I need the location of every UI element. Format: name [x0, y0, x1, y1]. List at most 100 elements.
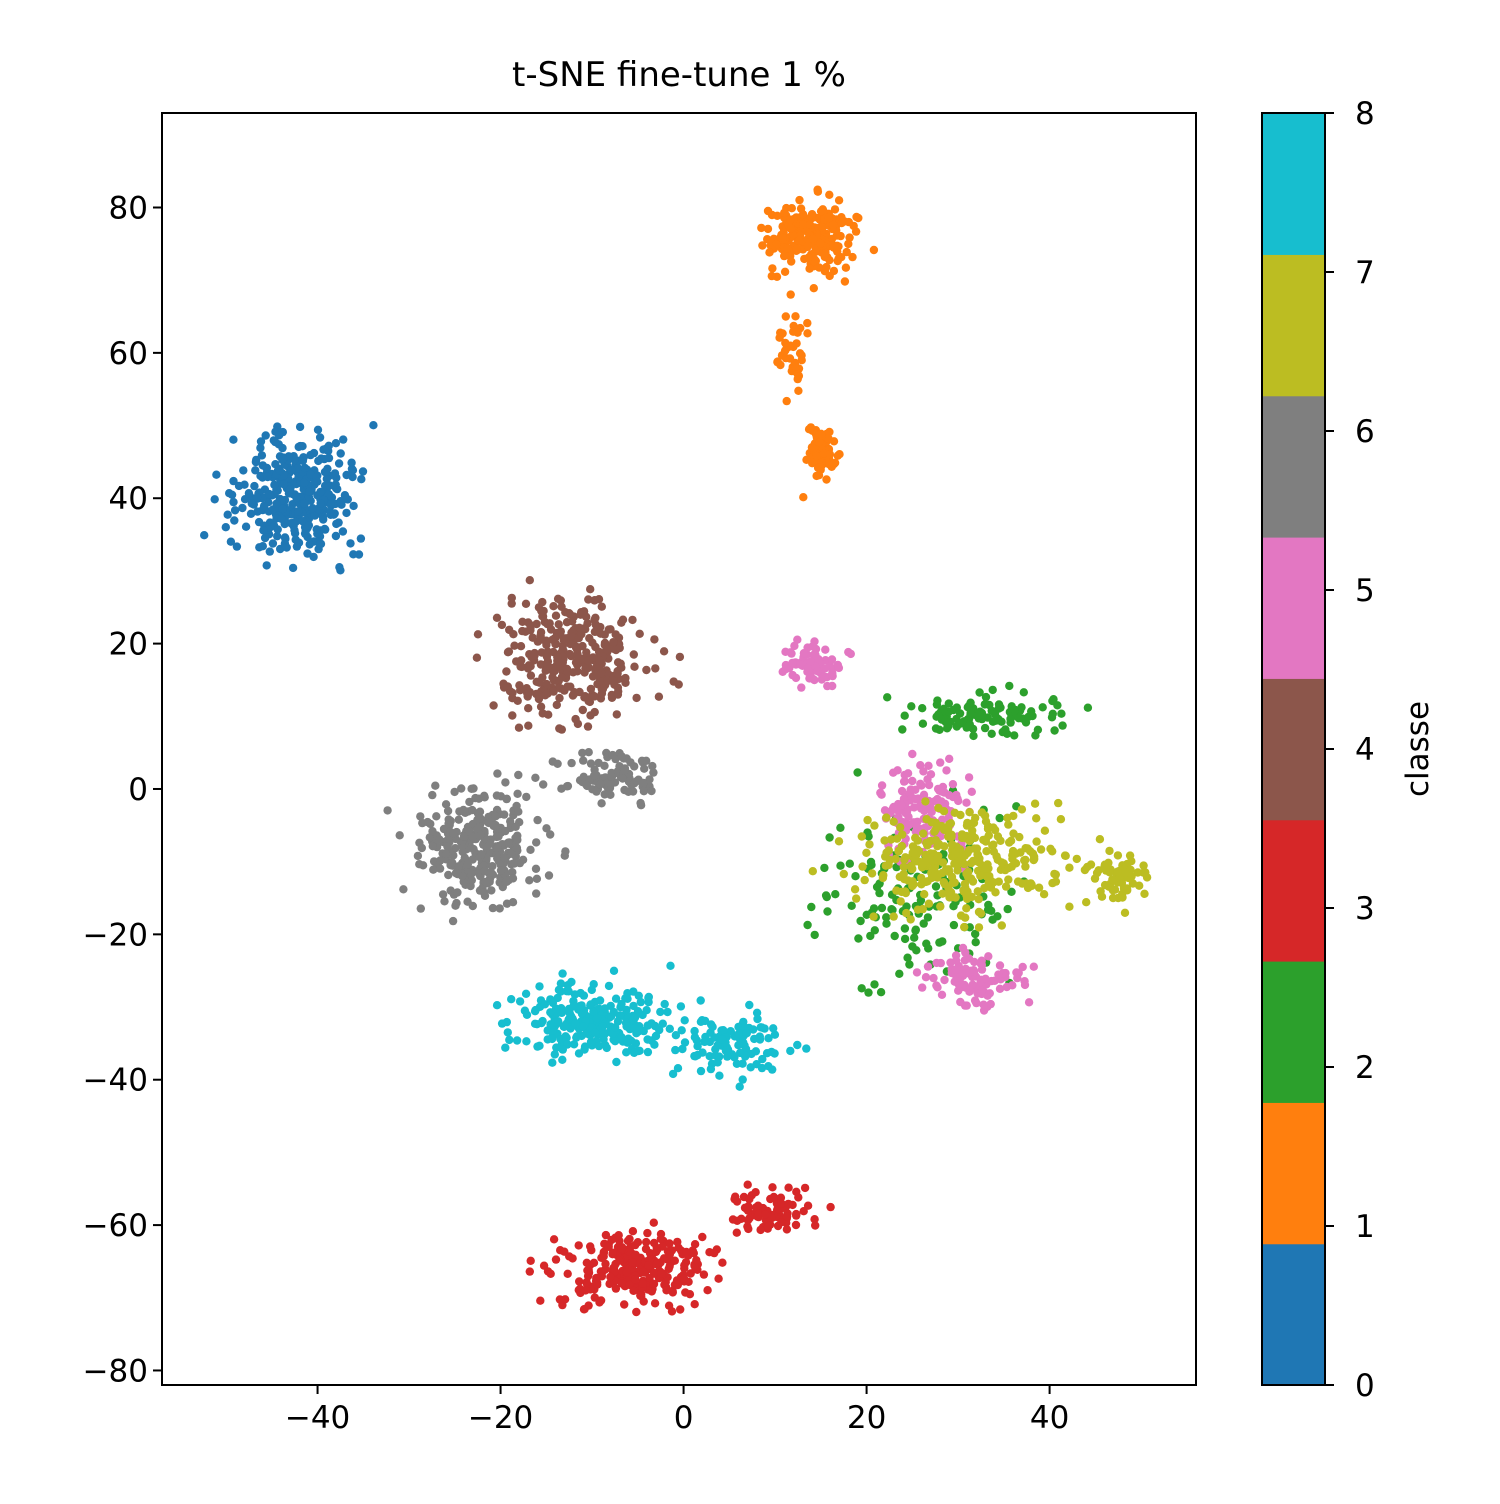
data-point [810, 930, 819, 940]
colorbar-tick-label: 0 [1355, 1368, 1375, 1404]
data-point [767, 271, 776, 281]
data-point [803, 1201, 813, 1210]
data-point [565, 649, 574, 659]
data-point [280, 533, 290, 542]
data-point [948, 780, 958, 789]
data-point [983, 905, 993, 914]
data-point [735, 1082, 744, 1091]
data-point [561, 847, 570, 856]
data-point [976, 871, 985, 880]
data-point [457, 784, 466, 793]
data-point [773, 1221, 783, 1231]
colorbar-segment [1262, 254, 1325, 397]
data-point [911, 794, 920, 804]
data-point [888, 804, 898, 813]
data-point [904, 812, 913, 822]
data-point [876, 988, 886, 997]
data-point [575, 1277, 584, 1286]
data-point [630, 1024, 639, 1033]
data-point [807, 902, 816, 912]
data-point [526, 620, 535, 630]
data-point [320, 467, 330, 477]
data-point [953, 866, 962, 875]
data-point [448, 858, 457, 867]
data-point [777, 1199, 786, 1209]
data-point [880, 806, 890, 815]
data-point [820, 863, 829, 873]
data-point [309, 448, 319, 458]
data-point [780, 208, 789, 218]
data-point [1018, 962, 1027, 972]
data-point [962, 798, 971, 807]
data-point [754, 1209, 764, 1219]
data-point [258, 461, 267, 470]
data-point [567, 758, 576, 768]
data-point [486, 868, 496, 877]
data-point [1008, 854, 1017, 864]
data-point [902, 902, 911, 911]
data-point [480, 891, 490, 900]
data-point [768, 1183, 777, 1192]
data-point [839, 869, 848, 879]
data-point [612, 710, 621, 719]
y-tick-label: 0 [128, 772, 148, 808]
data-point [834, 196, 844, 205]
data-point [597, 799, 606, 808]
data-point [862, 910, 871, 919]
data-point [582, 1258, 591, 1268]
data-point [719, 1026, 728, 1035]
data-point [395, 831, 404, 840]
data-point [791, 673, 801, 683]
data-point [703, 1286, 712, 1295]
data-point [549, 1235, 559, 1244]
data-point [504, 839, 514, 848]
data-point [857, 832, 866, 841]
data-point [829, 266, 839, 276]
data-point [617, 752, 626, 761]
data-point [349, 550, 358, 559]
data-point [502, 667, 511, 676]
data-point [823, 907, 832, 916]
data-point [416, 904, 425, 913]
data-point [678, 1044, 687, 1054]
data-point [784, 1200, 794, 1209]
data-point [324, 453, 334, 463]
data-point [940, 975, 949, 985]
data-point [931, 818, 940, 827]
data-point [966, 711, 976, 720]
data-point [227, 490, 237, 499]
data-point [962, 891, 971, 900]
data-point [1108, 875, 1117, 884]
data-point [990, 976, 999, 985]
data-point [751, 1203, 761, 1212]
data-point [501, 1043, 510, 1052]
data-point [278, 454, 288, 463]
data-point [536, 628, 546, 637]
data-point [735, 1048, 745, 1058]
data-point [617, 1279, 626, 1288]
data-point [911, 833, 920, 842]
data-point [290, 526, 299, 535]
data-point [844, 239, 853, 249]
data-point [632, 1307, 641, 1317]
data-point [828, 668, 837, 678]
data-point [988, 685, 997, 695]
data-point [1139, 868, 1148, 877]
data-point [938, 889, 947, 898]
data-point [898, 830, 907, 839]
data-point [629, 1286, 638, 1296]
data-point [997, 921, 1006, 930]
data-point [1139, 861, 1148, 870]
data-point [535, 678, 544, 687]
data-point [532, 619, 541, 629]
data-point [644, 993, 653, 1003]
data-point [512, 843, 522, 852]
data-point [786, 224, 796, 233]
data-point [764, 1034, 773, 1043]
data-point [453, 888, 462, 897]
data-point [944, 699, 953, 708]
data-point [867, 860, 876, 870]
data-point [265, 489, 274, 499]
data-point [936, 758, 945, 767]
data-point [1002, 982, 1011, 992]
